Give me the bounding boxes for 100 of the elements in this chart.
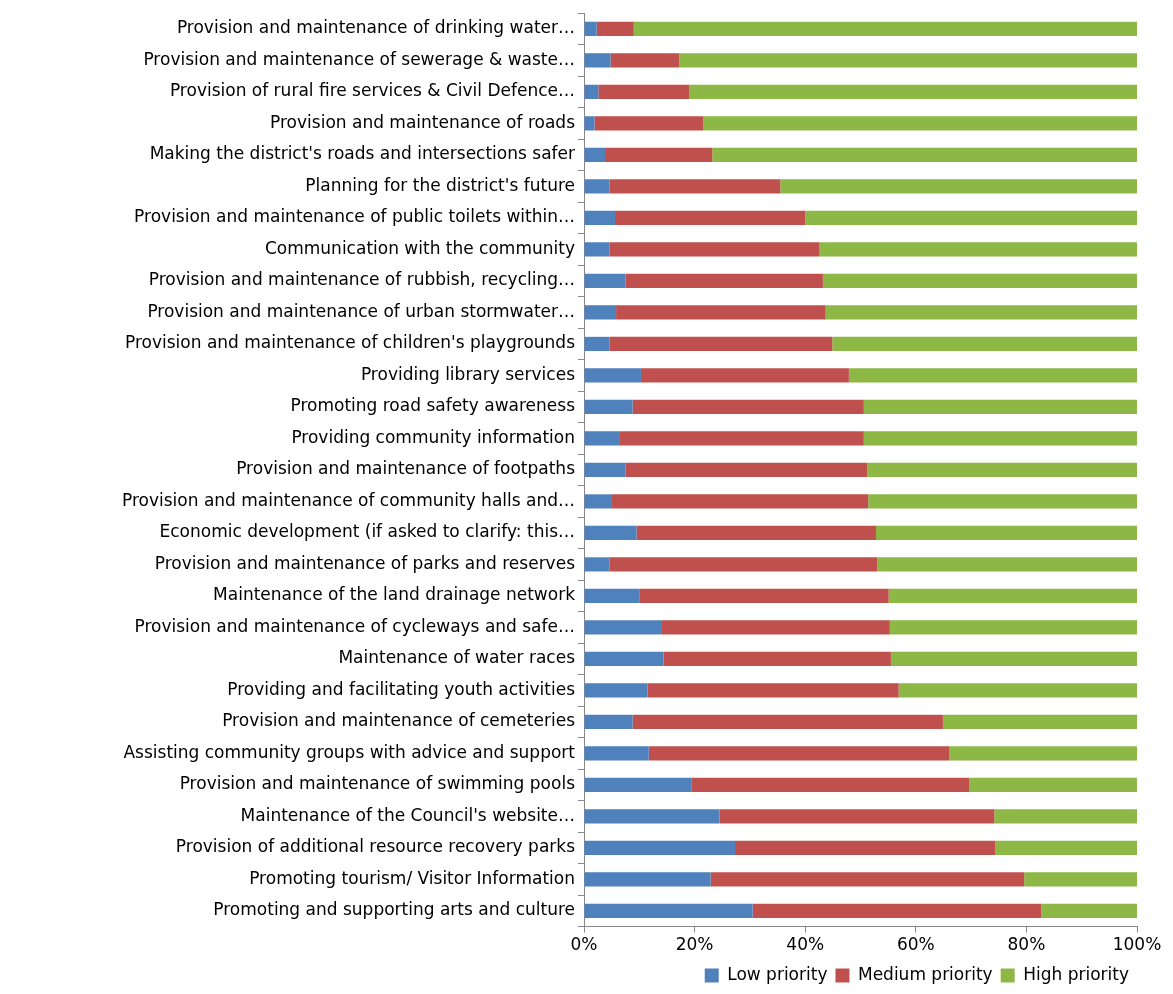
bar <box>584 462 626 477</box>
y-tick-label: Provision and maintenance of parks and reserves <box>154 552 576 573</box>
bar <box>584 714 633 729</box>
bar <box>584 368 641 383</box>
bar <box>636 525 876 540</box>
bar <box>889 620 1137 635</box>
x-tick-label: 20% <box>675 934 714 955</box>
bar <box>611 494 869 509</box>
bar <box>609 242 820 257</box>
bar <box>848 368 1137 383</box>
bar <box>584 210 615 226</box>
y-tick-label: Provision and maintenance of footpaths <box>236 458 576 479</box>
bar <box>832 336 1137 351</box>
x-tick-label: 80% <box>1007 934 1046 955</box>
bar <box>648 746 950 761</box>
bar <box>969 777 1137 792</box>
bar <box>584 525 637 540</box>
bar <box>594 116 704 131</box>
y-tick-label: Promoting and supporting arts and culture <box>213 899 575 920</box>
y-tick-label: Providing community information <box>291 426 575 447</box>
y-tick-label: Providing library services <box>360 363 576 384</box>
bar <box>584 903 753 918</box>
bar <box>584 147 606 163</box>
bar <box>625 462 868 477</box>
bar <box>632 399 864 414</box>
bar <box>640 368 849 383</box>
y-tick-label: Provision and maintenance of sewerage & waste… <box>143 48 575 69</box>
bar <box>584 777 692 792</box>
bar <box>584 651 664 666</box>
bar <box>898 683 1137 698</box>
y-tick-label: Provision and maintenance of drinking water… <box>176 17 575 38</box>
bar <box>584 179 610 194</box>
bar <box>584 620 662 635</box>
bar <box>609 179 781 194</box>
bar <box>584 683 648 698</box>
bar <box>584 399 633 414</box>
legend-label: Medium priority <box>857 963 993 984</box>
bar <box>584 116 595 131</box>
bar <box>661 620 890 635</box>
bar <box>584 305 617 320</box>
y-tick-label: Provision and maintenance of children's playgrounds <box>124 332 576 353</box>
bar <box>584 809 720 824</box>
bar <box>875 525 1137 540</box>
y-tick-label: Maintenance of the Council's website… <box>240 804 575 825</box>
y-tick-label: Provision and maintenance of community halls and… <box>121 489 575 510</box>
y-tick-label: Assisting community groups with advice and support <box>123 741 576 762</box>
y-tick-label: Providing and facilitating youth activities <box>227 678 576 699</box>
bar <box>994 809 1137 824</box>
bar <box>584 273 626 289</box>
bar <box>867 462 1137 477</box>
bar <box>734 840 996 855</box>
bar <box>584 84 599 100</box>
bar <box>584 872 711 887</box>
bar <box>609 557 878 572</box>
y-tick-label: Provision and maintenance of cycleways and safe… <box>134 615 575 636</box>
bar <box>888 588 1137 603</box>
y-tick-label: Promoting tourism/ Visitor Information <box>249 867 575 888</box>
bar <box>616 305 826 320</box>
y-tick-label: Provision and maintenance of swimming pools <box>179 773 576 794</box>
bar <box>596 21 634 37</box>
bar <box>819 242 1137 257</box>
bar <box>632 714 943 729</box>
bar <box>663 651 891 666</box>
bar <box>1024 872 1137 887</box>
legend-label: Low priority <box>727 963 828 984</box>
y-tick-label: Provision of rural fire services & Civil Defence… <box>169 80 575 101</box>
bar <box>639 588 889 603</box>
bar <box>719 809 995 824</box>
bar <box>868 494 1137 509</box>
bar <box>712 147 1137 163</box>
bar <box>679 53 1137 68</box>
bar <box>584 53 611 68</box>
bar <box>647 683 899 698</box>
y-tick-label: Provision and maintenance of rubbish, recycling… <box>148 269 575 290</box>
y-tick-label: Economic development (if asked to clarify: this… <box>159 521 575 542</box>
bar <box>825 305 1137 320</box>
bar <box>598 84 690 100</box>
x-tick-label: 0% <box>570 934 598 955</box>
bar <box>949 746 1137 761</box>
bar <box>805 210 1137 226</box>
bar <box>605 147 713 163</box>
bar <box>633 21 1137 37</box>
bar <box>752 903 1042 918</box>
bar <box>584 588 640 603</box>
bar <box>584 242 610 257</box>
y-tick-label: Communication with the community <box>264 237 575 258</box>
bar <box>619 431 864 446</box>
bar <box>710 872 1025 887</box>
x-tick-label: 100% <box>1112 934 1162 955</box>
bar <box>584 494 612 509</box>
y-tick-label: Maintenance of water races <box>338 647 576 668</box>
y-tick-label: Provision of additional resource recovery parks <box>175 836 576 857</box>
y-tick-label: Provision and maintenance of roads <box>270 111 576 132</box>
bar <box>863 399 1137 414</box>
bar <box>584 746 649 761</box>
bar <box>703 116 1137 131</box>
bar <box>822 273 1137 289</box>
bar <box>614 210 806 226</box>
bar <box>942 714 1137 729</box>
bar <box>625 273 823 289</box>
